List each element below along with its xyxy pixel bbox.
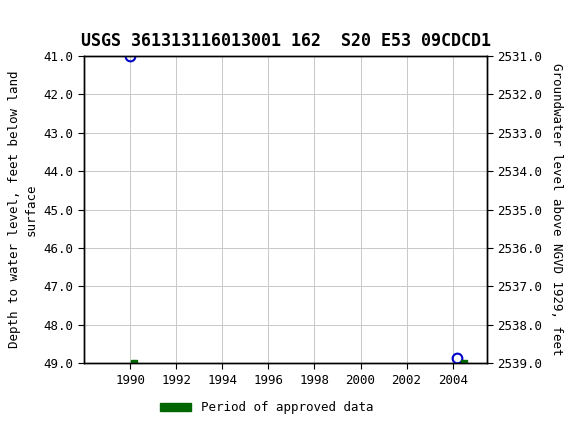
Text: ≡ USGS: ≡ USGS xyxy=(6,13,82,31)
Y-axis label: Groundwater level above NGVD 1929, feet: Groundwater level above NGVD 1929, feet xyxy=(550,63,563,356)
Title: USGS 361313116013001 162  S20 E53 09CDCD1: USGS 361313116013001 162 S20 E53 09CDCD1 xyxy=(81,32,491,50)
Legend: Period of approved data: Period of approved data xyxy=(155,396,379,419)
Y-axis label: Depth to water level, feet below land
surface: Depth to water level, feet below land su… xyxy=(8,71,38,348)
